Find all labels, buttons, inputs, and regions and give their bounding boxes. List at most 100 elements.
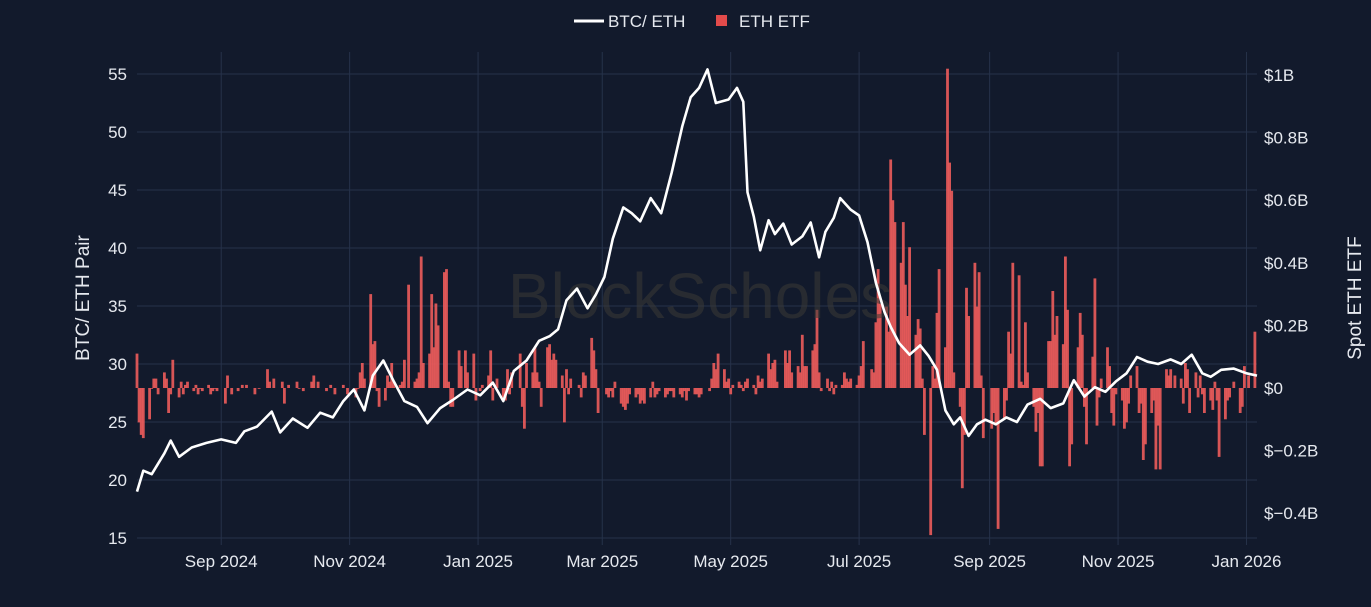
legend-item-btc-eth[interactable]: BTC/ ETH [574, 12, 685, 31]
eth-etf-bar [887, 331, 890, 388]
eth-etf-bar [796, 366, 800, 388]
eth-etf-bar [466, 372, 469, 388]
eth-etf-bar [1066, 309, 1069, 389]
eth-etf-bar [436, 325, 440, 388]
eth-etf-bar [870, 369, 874, 388]
eth-etf-bar [649, 388, 653, 398]
eth-etf-bar [767, 353, 770, 388]
eth-etf-bar [537, 381, 541, 388]
eth-etf-bar [230, 388, 234, 395]
left-tick-label: 40 [108, 239, 127, 258]
eth-etf-bar [1209, 388, 1213, 401]
legend-item-eth-etf[interactable]: ETH ETF [716, 12, 810, 31]
eth-etf-bar [849, 378, 853, 388]
eth-etf-bar [708, 388, 711, 392]
eth-etf-bar [948, 162, 951, 388]
eth-etf-bar [1091, 356, 1095, 388]
right-tick-label: $0.4B [1264, 254, 1308, 273]
left-tick-label: 50 [108, 123, 127, 142]
eth-etf-bar [371, 344, 375, 388]
eth-etf-bar [1078, 312, 1082, 388]
eth-etf-bar [400, 381, 404, 388]
eth-etf-bar [520, 388, 524, 407]
eth-etf-bar [152, 378, 156, 388]
eth-etf-bar [889, 159, 893, 388]
eth-etf-bar [893, 222, 897, 388]
eth-etf-bar [451, 388, 455, 407]
eth-etf-bar [594, 369, 598, 388]
eth-etf-bar [931, 366, 935, 388]
eth-etf-bar [904, 284, 907, 388]
eth-etf-bar [664, 388, 667, 398]
eth-etf-bar [179, 381, 183, 388]
eth-etf-bar [680, 388, 684, 398]
eth-etf-bar [1224, 388, 1227, 420]
eth-etf-bar [192, 388, 196, 392]
left-axis-ticks: 15 20 25 30 35 40 45 50 55 [108, 65, 127, 548]
eth-etf-bar [1200, 388, 1204, 395]
eth-etf-bar [518, 353, 522, 388]
eth-etf-bar [683, 388, 686, 392]
eth-etf-bar [581, 372, 585, 388]
eth-etf-bar [196, 388, 200, 395]
eth-etf-bar [819, 388, 823, 392]
eth-etf-bar [226, 375, 229, 388]
eth-etf-bar [872, 372, 876, 388]
eth-etf-bar [859, 366, 863, 388]
eth-etf-bar [154, 378, 158, 388]
eth-etf-bar [975, 306, 979, 388]
eth-etf-bar [1038, 388, 1042, 467]
eth-etf-bar [1099, 378, 1103, 388]
eth-etf-bar [960, 388, 964, 489]
eth-etf-bar [826, 378, 829, 388]
eth-etf-bar [240, 384, 244, 388]
eth-etf-bar [428, 353, 431, 388]
eth-etf-bar [876, 269, 880, 388]
eth-etf-bar [200, 388, 204, 392]
eth-etf-bar [725, 381, 728, 388]
eth-etf-bar [1019, 381, 1023, 388]
watermark: BlockScholes [508, 260, 892, 332]
eth-etf-bar [996, 388, 1000, 529]
eth-etf-bar [1232, 381, 1236, 388]
eth-etf-bar [758, 381, 762, 388]
eth-etf-bar [908, 247, 911, 388]
eth-etf-bar [310, 381, 314, 388]
eth-etf-bar [967, 316, 970, 388]
eth-etf-bar [464, 350, 467, 388]
eth-etf-bar [1186, 369, 1189, 388]
eth-etf-bar [1007, 331, 1010, 388]
eth-etf-bar [360, 363, 364, 388]
eth-etf-bars [135, 68, 1257, 536]
eth-etf-bar [1076, 347, 1080, 388]
eth-etf-bar [769, 369, 773, 388]
x-tick-label: Nov 2024 [313, 552, 386, 571]
eth-etf-bar [958, 388, 962, 407]
right-tick-label: $0.8B [1264, 129, 1308, 148]
eth-etf-bar [245, 384, 248, 388]
eth-etf-bar [480, 384, 484, 388]
eth-etf-bar [685, 388, 688, 401]
eth-etf-bar [489, 350, 493, 388]
eth-etf-bar [403, 359, 406, 388]
eth-etf-bar [407, 284, 410, 388]
legend-label-eth-etf: ETH ETF [739, 12, 810, 31]
eth-etf-bar [1051, 291, 1055, 388]
eth-etf-bar [177, 388, 181, 398]
eth-etf-bar [1112, 388, 1116, 426]
eth-etf-bar [1226, 388, 1229, 401]
eth-etf-bar [950, 190, 954, 388]
left-axis-title: BTC/ ETH Pair [73, 235, 94, 361]
eth-etf-bar [1150, 388, 1154, 413]
eth-etf-bar [1005, 388, 1008, 401]
eth-etf-bar [1173, 375, 1177, 388]
eth-etf-bar [1156, 388, 1160, 426]
eth-etf-bar [613, 381, 617, 388]
right-tick-label: $−0.2B [1264, 442, 1318, 461]
eth-etf-bar [731, 384, 735, 388]
eth-etf-bar [1184, 363, 1187, 388]
eth-etf-bar [224, 388, 227, 404]
eth-etf-bar [855, 384, 859, 388]
eth-etf-bar [1188, 388, 1191, 413]
legend[interactable]: BTC/ ETH ETH ETF [574, 12, 810, 31]
